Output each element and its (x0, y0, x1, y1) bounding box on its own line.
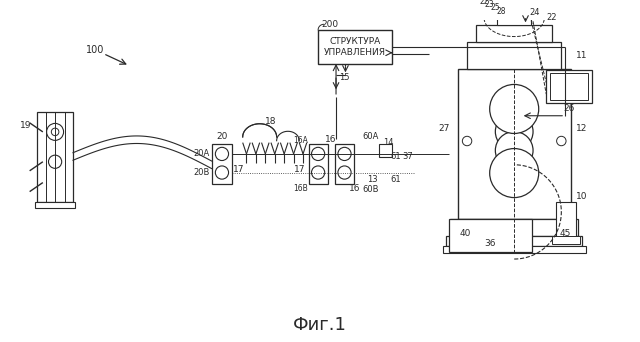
Text: 36: 36 (484, 239, 495, 248)
Circle shape (312, 147, 324, 160)
Circle shape (215, 166, 228, 179)
Text: 23: 23 (484, 0, 495, 9)
Bar (318, 30, 392, 64)
Bar (458, 69, 571, 220)
Bar (212, 144, 232, 184)
Circle shape (490, 148, 539, 198)
Text: 16В: 16В (293, 184, 308, 193)
Circle shape (49, 155, 61, 168)
Text: 24: 24 (529, 8, 540, 16)
Text: 45: 45 (559, 229, 571, 238)
Text: 60В: 60В (363, 185, 379, 194)
Bar (449, 220, 532, 252)
Text: 100: 100 (86, 45, 105, 55)
Bar (547, 69, 591, 104)
Text: 10: 10 (575, 192, 587, 201)
Text: 17: 17 (233, 165, 244, 173)
Text: 20В: 20В (193, 168, 210, 177)
Text: 16А: 16А (293, 136, 308, 145)
Text: 16: 16 (324, 135, 336, 144)
Circle shape (495, 132, 533, 169)
Circle shape (338, 166, 351, 179)
Text: 11: 11 (575, 51, 587, 60)
Text: 25: 25 (490, 3, 500, 12)
Circle shape (462, 136, 472, 146)
Text: 14: 14 (383, 137, 393, 147)
Circle shape (51, 128, 59, 136)
Bar (497, 16, 531, 25)
Circle shape (495, 113, 533, 150)
Bar (380, 144, 392, 157)
Text: 28: 28 (496, 7, 506, 16)
Bar (35, 202, 75, 208)
Bar (503, 8, 525, 16)
Text: 61: 61 (390, 152, 401, 161)
Text: 20: 20 (216, 132, 228, 141)
Text: 15: 15 (339, 73, 349, 82)
Circle shape (338, 147, 351, 160)
Bar (467, 42, 561, 69)
Text: 16: 16 (349, 184, 360, 193)
Text: 27: 27 (438, 124, 450, 133)
Text: 200: 200 (321, 20, 338, 29)
Text: 20А: 20А (193, 149, 210, 158)
Circle shape (557, 136, 566, 146)
Text: 22: 22 (479, 0, 489, 5)
Text: 17: 17 (294, 165, 305, 173)
Text: 22: 22 (547, 13, 557, 22)
Bar (450, 220, 579, 236)
Bar (477, 25, 552, 42)
Bar (550, 73, 588, 100)
Circle shape (312, 166, 324, 179)
Text: 60А: 60А (363, 132, 379, 141)
Text: 37: 37 (403, 152, 413, 161)
Bar (556, 202, 577, 240)
Text: СТРУКТУРА
УПРАВЛЕНИЯ: СТРУКТУРА УПРАВЛЕНИЯ (324, 37, 386, 57)
Text: 19: 19 (20, 121, 31, 130)
Text: 13: 13 (367, 175, 378, 184)
Text: 61: 61 (390, 175, 401, 184)
Bar (552, 236, 580, 244)
Circle shape (490, 84, 539, 133)
Bar (446, 236, 582, 246)
Text: 26: 26 (563, 104, 575, 114)
Bar (442, 246, 586, 253)
Circle shape (47, 123, 63, 140)
Text: 12: 12 (575, 124, 587, 133)
Bar (37, 112, 73, 202)
Text: 18: 18 (265, 117, 276, 127)
Text: 40: 40 (460, 229, 471, 238)
Bar (335, 144, 354, 184)
Bar (308, 144, 328, 184)
Circle shape (215, 147, 228, 160)
Text: Фиг.1: Фиг.1 (293, 316, 347, 334)
